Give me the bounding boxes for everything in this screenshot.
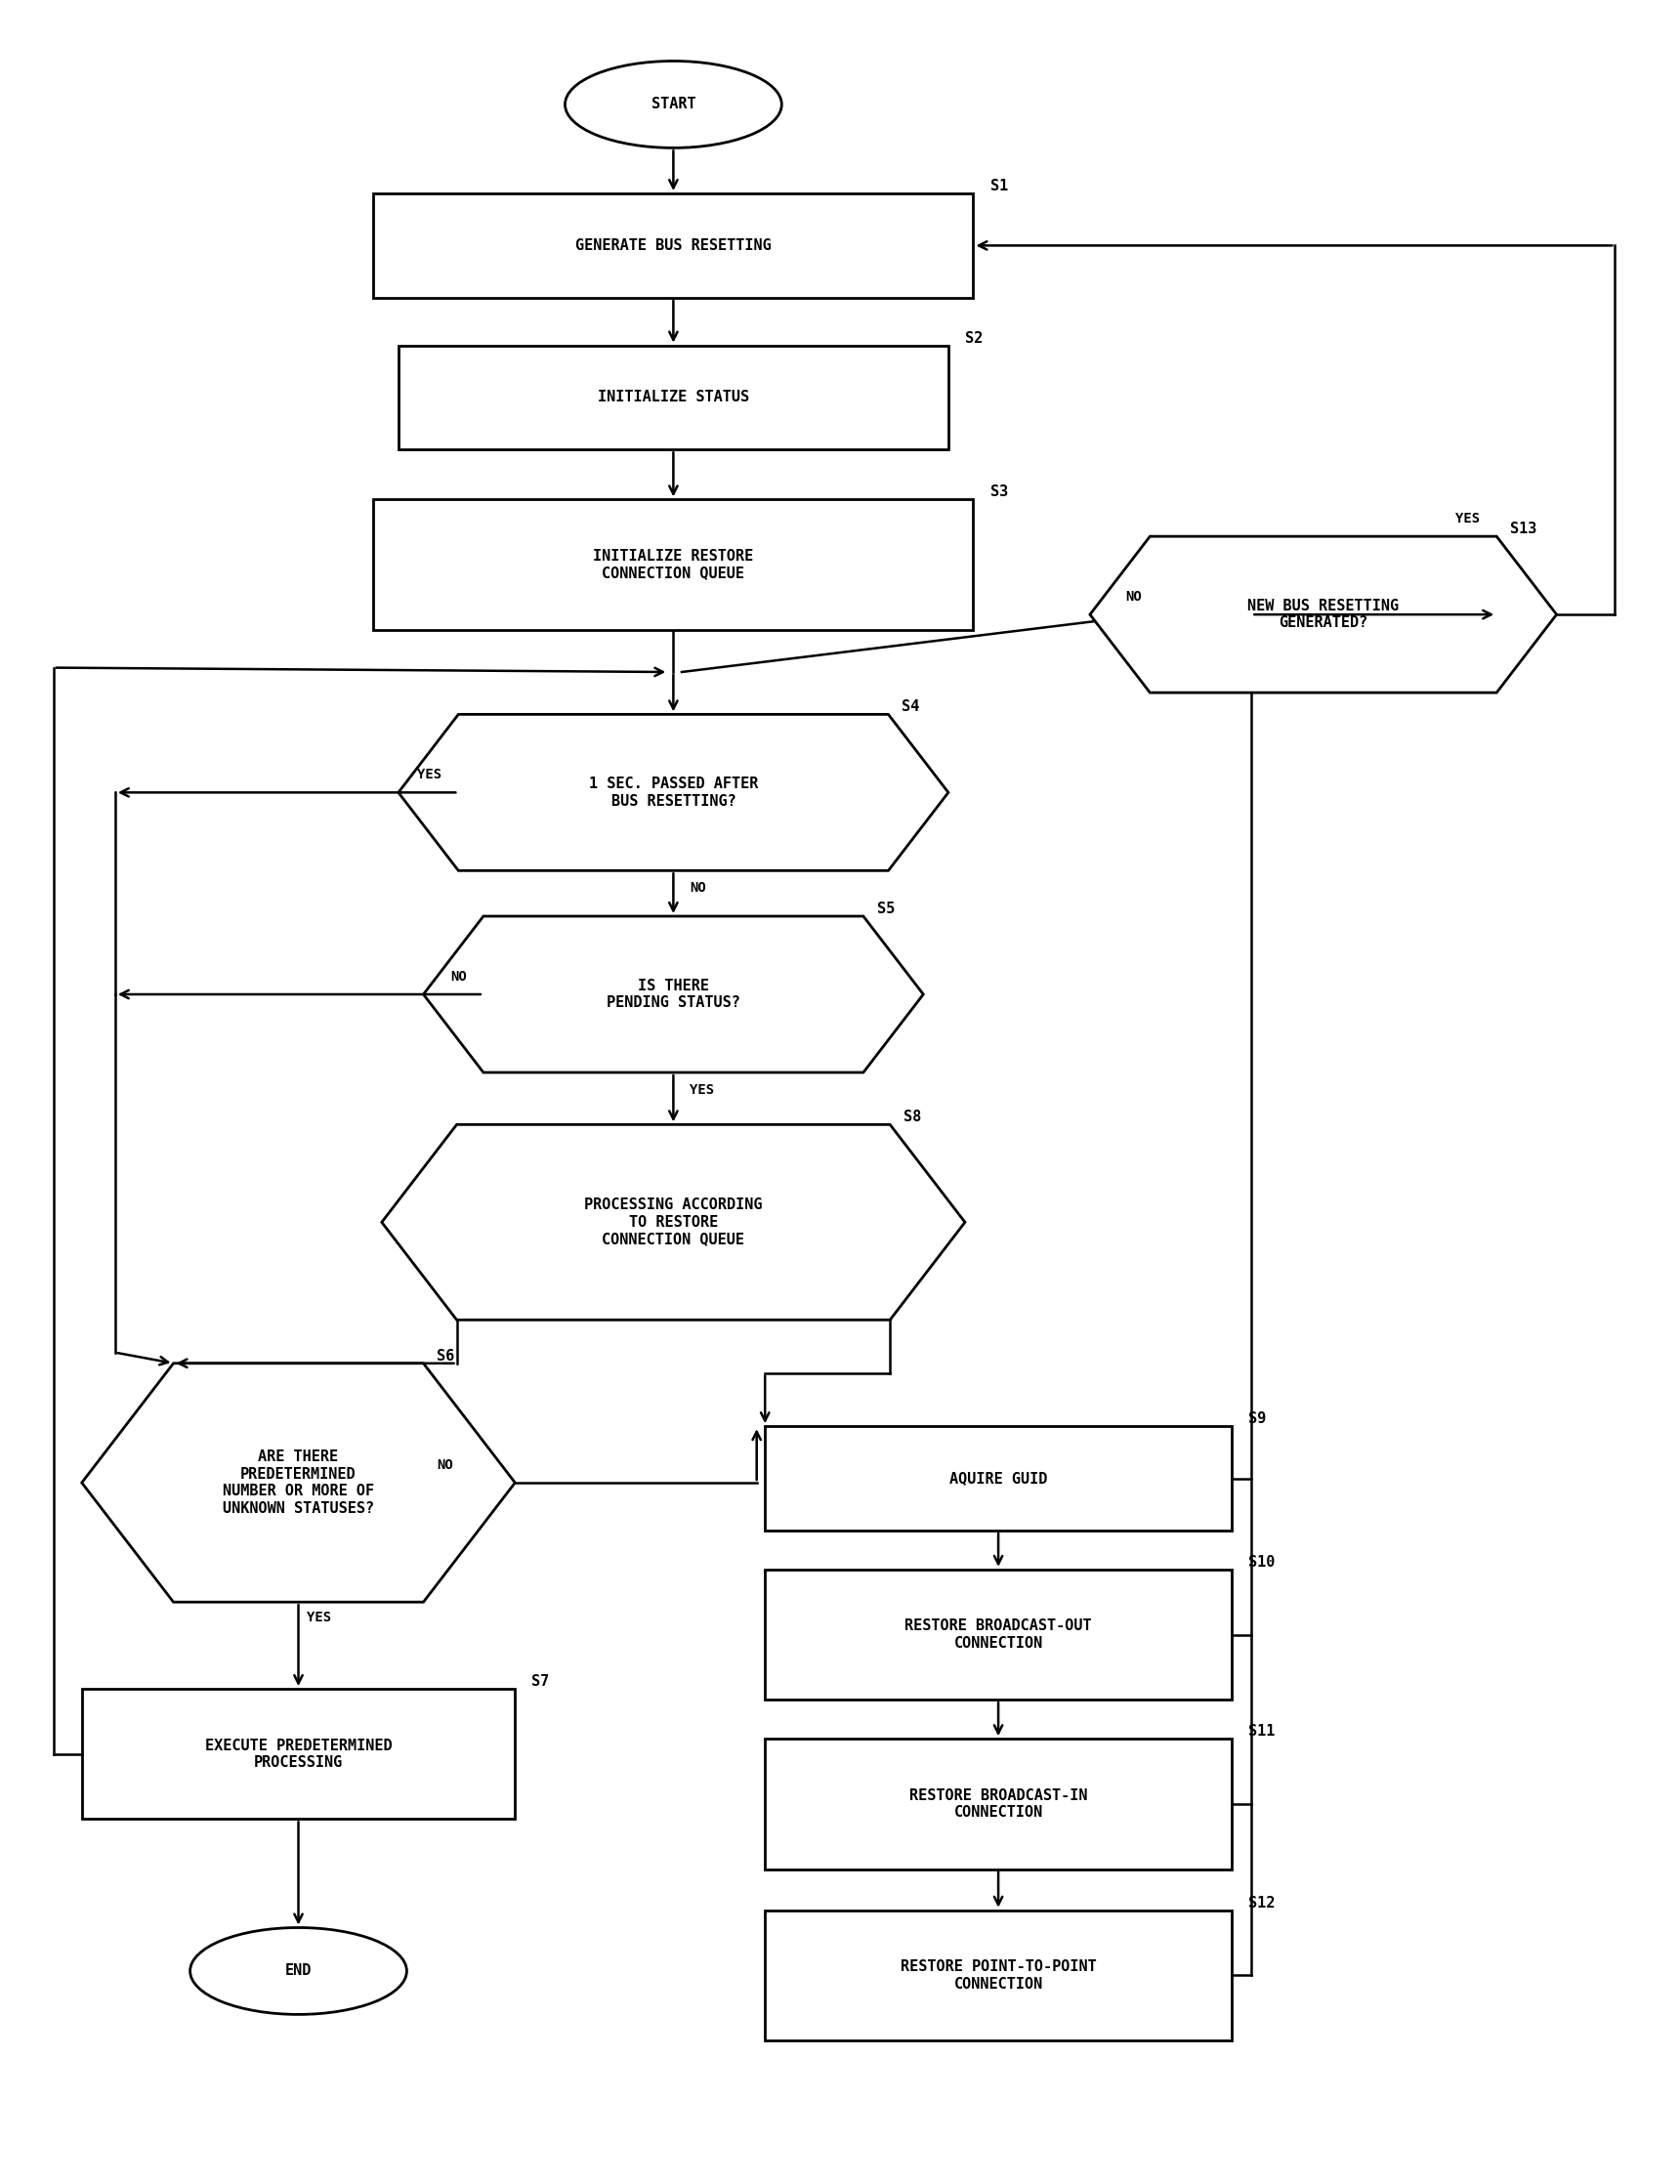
Text: AQUIRE GUID: AQUIRE GUID: [949, 1472, 1047, 1485]
Text: S6: S6: [437, 1350, 455, 1363]
FancyBboxPatch shape: [373, 500, 973, 629]
Text: END: END: [286, 1963, 312, 1979]
Text: S4: S4: [902, 699, 919, 714]
Polygon shape: [1090, 537, 1557, 692]
FancyBboxPatch shape: [764, 1426, 1231, 1531]
Text: START: START: [652, 96, 696, 111]
Text: NO: NO: [1126, 590, 1142, 603]
FancyBboxPatch shape: [764, 1911, 1231, 2040]
Text: INITIALIZE RESTORE
CONNECTION QUEUE: INITIALIZE RESTORE CONNECTION QUEUE: [593, 548, 754, 581]
Text: GENERATE BUS RESETTING: GENERATE BUS RESETTING: [575, 238, 771, 253]
Text: S1: S1: [990, 179, 1008, 194]
Text: NO: NO: [450, 970, 467, 983]
Text: 1 SEC. PASSED AFTER
BUS RESETTING?: 1 SEC. PASSED AFTER BUS RESETTING?: [588, 778, 758, 808]
FancyBboxPatch shape: [764, 1738, 1231, 1870]
Polygon shape: [398, 714, 948, 871]
Text: YES: YES: [307, 1612, 331, 1625]
Text: S7: S7: [531, 1675, 549, 1688]
Text: S2: S2: [964, 330, 983, 345]
Text: S10: S10: [1248, 1555, 1275, 1570]
FancyBboxPatch shape: [764, 1570, 1231, 1699]
Text: RESTORE BROADCAST-IN
CONNECTION: RESTORE BROADCAST-IN CONNECTION: [909, 1789, 1087, 1819]
Text: S8: S8: [904, 1109, 921, 1125]
FancyBboxPatch shape: [82, 1688, 516, 1819]
FancyBboxPatch shape: [373, 194, 973, 297]
Polygon shape: [423, 917, 924, 1072]
Text: YES: YES: [417, 769, 442, 782]
Ellipse shape: [190, 1928, 407, 2014]
Polygon shape: [82, 1363, 516, 1603]
Text: NEW BUS RESETTING
GENERATED?: NEW BUS RESETTING GENERATED?: [1248, 598, 1399, 631]
Text: NO: NO: [690, 882, 706, 895]
Text: YES: YES: [690, 1083, 714, 1096]
Text: RESTORE BROADCAST-OUT
CONNECTION: RESTORE BROADCAST-OUT CONNECTION: [906, 1618, 1092, 1651]
Text: ARE THERE
PREDETERMINED
NUMBER OR MORE OF
UNKNOWN STATUSES?: ARE THERE PREDETERMINED NUMBER OR MORE O…: [223, 1450, 375, 1516]
Polygon shape: [381, 1125, 964, 1319]
Text: NO: NO: [437, 1459, 454, 1472]
Text: PROCESSING ACCORDING
TO RESTORE
CONNECTION QUEUE: PROCESSING ACCORDING TO RESTORE CONNECTI…: [585, 1197, 763, 1247]
Text: S12: S12: [1248, 1896, 1275, 1911]
Text: S11: S11: [1248, 1723, 1275, 1738]
Text: RESTORE POINT-TO-POINT
CONNECTION: RESTORE POINT-TO-POINT CONNECTION: [900, 1959, 1097, 1992]
Text: INITIALIZE STATUS: INITIALIZE STATUS: [598, 391, 749, 404]
Text: EXECUTE PREDETERMINED
PROCESSING: EXECUTE PREDETERMINED PROCESSING: [205, 1738, 391, 1769]
Text: S13: S13: [1510, 522, 1537, 537]
FancyBboxPatch shape: [398, 345, 948, 450]
Text: IS THERE
PENDING STATUS?: IS THERE PENDING STATUS?: [606, 978, 741, 1011]
Text: S5: S5: [877, 902, 894, 917]
Text: S3: S3: [990, 485, 1008, 500]
Text: YES: YES: [1455, 511, 1480, 526]
Text: S9: S9: [1248, 1411, 1267, 1426]
Ellipse shape: [564, 61, 781, 149]
